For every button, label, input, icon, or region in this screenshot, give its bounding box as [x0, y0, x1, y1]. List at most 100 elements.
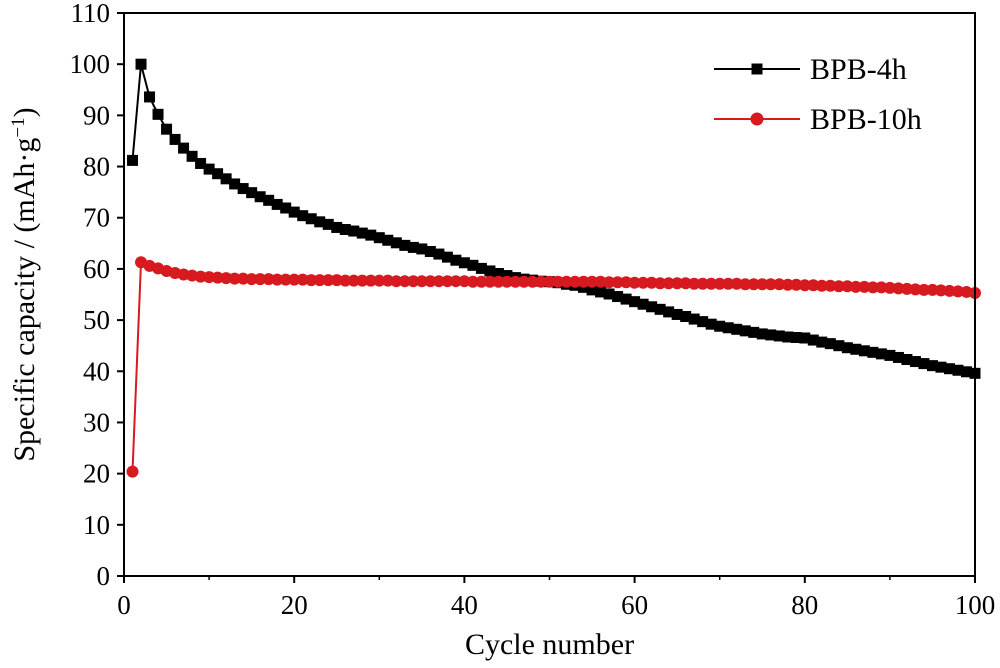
- x-axis-title: Cycle number: [465, 628, 634, 661]
- x-tick-label: 100: [955, 590, 996, 620]
- data-point: [135, 58, 147, 70]
- data-point: [416, 243, 428, 255]
- data-point: [747, 278, 760, 291]
- data-point: [595, 286, 607, 298]
- legend: BPB-4h BPB-10h: [714, 53, 922, 136]
- data-point: [688, 277, 701, 290]
- data-point: [705, 318, 717, 330]
- data-point: [381, 274, 394, 287]
- data-point: [449, 275, 462, 288]
- data-point: [263, 194, 275, 206]
- data-point: [926, 360, 938, 372]
- y-tick-label: 70: [83, 203, 110, 233]
- data-point: [365, 229, 377, 241]
- data-point: [952, 364, 964, 376]
- data-point: [237, 183, 249, 195]
- data-point: [832, 280, 845, 293]
- legend-item-bpb-4h: BPB-4h: [714, 53, 907, 86]
- data-point: [645, 276, 658, 289]
- x-axis: 0 20 40 60 80 100: [117, 576, 995, 620]
- y-tick-label: 50: [83, 305, 110, 335]
- data-point: [254, 191, 266, 203]
- data-point: [646, 301, 658, 313]
- data-point: [237, 272, 250, 285]
- data-point: [415, 275, 428, 288]
- data-point: [373, 274, 386, 287]
- data-point: [654, 303, 666, 315]
- data-point: [407, 275, 420, 288]
- data-point: [790, 278, 803, 291]
- data-point: [313, 274, 326, 287]
- y-tick-label: 0: [97, 561, 111, 591]
- y-tick-label: 40: [83, 356, 110, 386]
- data-point: [297, 210, 309, 222]
- x-tick-label: 0: [117, 590, 131, 620]
- data-point: [943, 284, 956, 297]
- data-point: [433, 248, 445, 260]
- y-axis-title: Specific capacity / (mAh·g−1): [8, 107, 42, 461]
- data-point: [765, 329, 777, 341]
- data-point: [398, 275, 411, 288]
- data-point: [679, 277, 692, 290]
- data-point: [271, 273, 284, 286]
- x-tick-label: 20: [281, 590, 308, 620]
- data-point: [356, 227, 368, 239]
- data-point: [127, 154, 139, 166]
- data-point: [364, 274, 377, 287]
- data-point: [875, 348, 887, 360]
- data-point: [390, 237, 402, 249]
- data-point: [807, 279, 820, 292]
- data-point: [314, 216, 326, 228]
- data-point: [347, 274, 360, 287]
- data-point: [909, 356, 921, 368]
- data-point: [373, 232, 385, 244]
- data-point: [220, 173, 232, 185]
- data-point: [458, 257, 470, 269]
- data-point: [875, 281, 888, 294]
- data-point: [841, 280, 854, 293]
- data-point: [620, 276, 633, 289]
- data-point: [348, 225, 360, 237]
- data-point: [960, 366, 972, 378]
- y-axis: 0 10 20 30 40 50 60 70 80 90 100 110: [70, 0, 124, 591]
- data-point: [390, 275, 403, 288]
- data-point: [883, 281, 896, 294]
- data-point: [731, 323, 743, 335]
- y-axis-title-close: ): [8, 107, 41, 117]
- data-point: [339, 223, 351, 235]
- data-point: [569, 275, 582, 288]
- data-point: [212, 168, 224, 180]
- data-point: [220, 272, 233, 285]
- data-point: [161, 123, 173, 135]
- data-point: [603, 276, 616, 289]
- data-point: [807, 334, 819, 346]
- data-point: [246, 187, 258, 199]
- data-point: [475, 262, 487, 274]
- data-point: [229, 178, 241, 190]
- y-axis-title-main: Specific capacity / (mAh·g: [8, 138, 41, 462]
- series-bpb-10h: [126, 256, 981, 478]
- data-point: [228, 272, 241, 285]
- data-point: [288, 206, 300, 218]
- data-point: [688, 313, 700, 325]
- x-tick-label: 40: [451, 590, 478, 620]
- data-point: [288, 273, 301, 286]
- data-point: [663, 306, 675, 318]
- data-point: [713, 277, 726, 290]
- plot-frame: [123, 12, 976, 577]
- data-point: [492, 268, 504, 280]
- data-point: [858, 280, 871, 293]
- data-point: [629, 296, 641, 308]
- data-point: [322, 218, 334, 230]
- data-point: [671, 277, 684, 290]
- data-point: [739, 278, 752, 291]
- data-point: [799, 332, 811, 344]
- x-tick-label: 60: [621, 590, 648, 620]
- data-point: [917, 283, 930, 296]
- data-point: [935, 361, 947, 373]
- legend-label-bpb-4h: BPB-4h: [810, 53, 907, 86]
- data-point: [782, 331, 794, 343]
- data-point: [850, 343, 862, 355]
- data-point: [714, 320, 726, 332]
- data-point: [500, 275, 513, 288]
